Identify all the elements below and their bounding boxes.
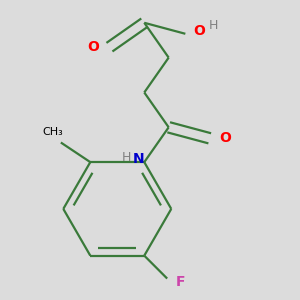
Text: N: N xyxy=(133,152,144,166)
Text: F: F xyxy=(176,275,185,289)
Text: O: O xyxy=(220,131,231,145)
Text: H: H xyxy=(209,19,218,32)
Text: CH₃: CH₃ xyxy=(42,127,63,136)
Text: O: O xyxy=(194,23,206,38)
Text: O: O xyxy=(88,40,100,54)
Text: H: H xyxy=(122,151,131,164)
